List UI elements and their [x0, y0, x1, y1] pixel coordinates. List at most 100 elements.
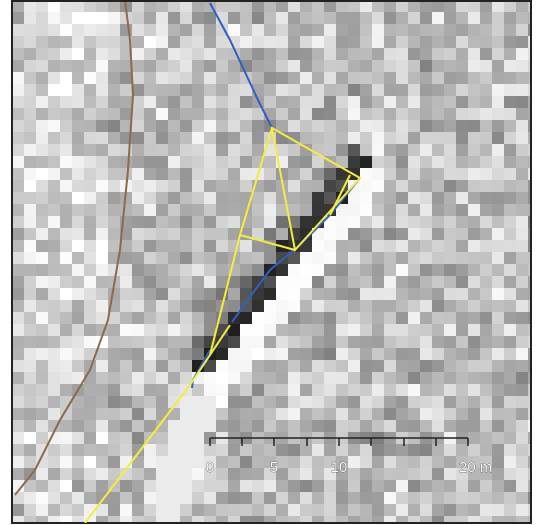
raster-cell: [48, 480, 61, 493]
raster-cell: [396, 252, 409, 265]
raster-cell: [456, 372, 469, 385]
raster-cell: [216, 468, 229, 481]
raster-cell: [24, 24, 37, 37]
raster-cell: [252, 228, 265, 241]
raster-cell: [432, 144, 445, 157]
raster-cell: [60, 108, 73, 121]
raster-cell: [456, 240, 469, 253]
raster-cell: [132, 312, 145, 325]
raster-cell: [456, 444, 469, 457]
raster-cell: [72, 300, 85, 313]
raster-cell: [276, 228, 289, 241]
raster-cell: [60, 312, 73, 325]
raster-cell: [168, 144, 181, 157]
raster-cell: [480, 132, 493, 145]
raster-cell: [528, 372, 531, 385]
raster-cell: [396, 72, 409, 85]
raster-cell: [264, 24, 277, 37]
raster-cell: [468, 48, 481, 61]
raster-cell: [13, 324, 25, 337]
raster-cell: [24, 264, 37, 277]
raster-cell: [492, 228, 505, 241]
raster-cell: [408, 504, 421, 517]
raster-cell: [384, 132, 397, 145]
raster-cell: [204, 168, 217, 181]
raster-cell: [396, 312, 409, 325]
raster-cell: [264, 444, 277, 457]
raster-cell: [312, 468, 325, 481]
raster-cell: [408, 144, 421, 157]
raster-cell: [144, 384, 157, 397]
raster-cell: [180, 132, 193, 145]
raster-cell: [528, 360, 531, 373]
raster-cell: [492, 264, 505, 277]
raster-cell: [492, 96, 505, 109]
raster-cell: [276, 408, 289, 421]
raster-cell: [132, 444, 145, 457]
raster-cell: [60, 240, 73, 253]
raster-cell: [144, 96, 157, 109]
raster-cell: [108, 264, 121, 277]
raster-cell: [444, 396, 457, 409]
raster-cell: [276, 84, 289, 97]
raster-cell: [228, 156, 241, 169]
raster-cell: [288, 2, 301, 13]
raster-cell: [324, 468, 337, 481]
raster-cell: [492, 168, 505, 181]
raster-cell: [300, 396, 313, 409]
raster-cell: [216, 120, 229, 133]
raster-cell: [528, 36, 531, 49]
raster-cell: [288, 372, 301, 385]
raster-cell: [84, 408, 97, 421]
raster-cell: [180, 2, 193, 13]
raster-cell: [60, 48, 73, 61]
raster-cell: [120, 264, 133, 277]
raster-cell: [396, 408, 409, 421]
raster-cell: [480, 72, 493, 85]
raster-cell: [168, 468, 181, 481]
raster-cell: [120, 228, 133, 241]
raster-cell: [156, 60, 169, 73]
raster-cell: [468, 180, 481, 193]
raster-cell: [168, 396, 181, 409]
raster-cell: [528, 48, 531, 61]
raster-cell: [432, 456, 445, 469]
raster-cell: [504, 12, 517, 25]
raster-cell: [420, 240, 433, 253]
raster-cell: [72, 132, 85, 145]
raster-cell: [336, 420, 349, 433]
raster-cell: [228, 444, 241, 457]
raster-cell: [432, 312, 445, 325]
raster-cell: [132, 48, 145, 61]
raster-cell: [336, 468, 349, 481]
raster-cell: [288, 24, 301, 37]
raster-cell: [504, 324, 517, 337]
raster-cell: [228, 288, 241, 301]
raster-cell: [168, 240, 181, 253]
raster-cell: [48, 468, 61, 481]
raster-cell: [408, 420, 421, 433]
raster-cell: [336, 48, 349, 61]
raster-cell: [13, 96, 25, 109]
raster-cell: [168, 432, 181, 445]
raster-cell: [324, 324, 337, 337]
raster-cell: [108, 336, 121, 349]
raster-cell: [384, 396, 397, 409]
raster-cell: [408, 276, 421, 289]
raster-cell: [240, 156, 253, 169]
raster-cell: [96, 84, 109, 97]
raster-cell: [252, 216, 265, 229]
raster-cell: [276, 36, 289, 49]
raster-cell: [48, 60, 61, 73]
raster-cell: [120, 108, 133, 121]
raster-cell: [132, 348, 145, 361]
raster-cell: [72, 516, 85, 523]
raster-cell: [84, 456, 97, 469]
raster-cell: [480, 120, 493, 133]
raster-cell: [360, 84, 373, 97]
raster-cell: [156, 120, 169, 133]
raster-cell: [372, 372, 385, 385]
raster-cell: [480, 204, 493, 217]
raster-cell: [444, 168, 457, 181]
raster-cell: [456, 144, 469, 157]
